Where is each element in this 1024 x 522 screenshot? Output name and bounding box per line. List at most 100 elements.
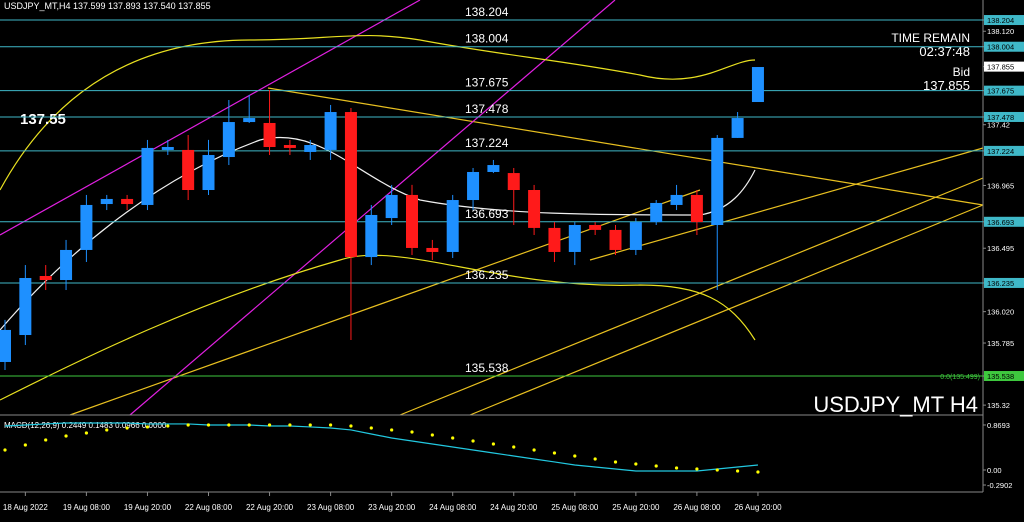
level-axis-label: 137.478 <box>987 113 1014 122</box>
candle-body <box>304 145 317 152</box>
candle-body <box>39 275 52 281</box>
macd-signal-dot <box>3 448 7 452</box>
candle-body <box>650 202 663 223</box>
macd-tick-label: 0.8693 <box>987 421 1010 430</box>
candle-body <box>528 190 541 228</box>
header: USDJPY_MT,H4 137.599 137.893 137.540 137… <box>4 1 211 11</box>
bid-axis-label: 137.855 <box>987 63 1014 72</box>
candle-body <box>344 112 357 258</box>
channel-line <box>129 0 616 416</box>
candle-body <box>263 122 276 148</box>
level-axis-box <box>984 85 1024 96</box>
macd-signal-dot <box>145 425 150 429</box>
macd-signal-dot <box>654 464 658 468</box>
candle-body <box>548 227 561 252</box>
level-label: 135.538 <box>465 361 509 375</box>
level-label: 136.235 <box>465 268 509 282</box>
y-tick-label: 136.020 <box>987 308 1014 317</box>
y-tick-label: 135.785 <box>987 339 1014 348</box>
candle-body <box>426 247 439 252</box>
level-label: 137.478 <box>465 102 509 116</box>
level-label: 138.204 <box>465 5 509 19</box>
candle-body <box>568 224 581 252</box>
price-label: 137.55 <box>20 111 66 128</box>
level-axis-label: 137.675 <box>987 87 1014 96</box>
macd-signal-dot <box>166 424 170 428</box>
y-tick-label: 136.495 <box>987 244 1014 253</box>
level-axis-box <box>984 145 1024 156</box>
candle-body <box>751 67 764 103</box>
macd-signal-dot <box>512 445 516 449</box>
candle-body <box>711 137 724 225</box>
candle-body <box>19 278 32 336</box>
x-tick-label: 18 Aug 2022 <box>3 503 48 512</box>
macd-tick-label: 0.00 <box>987 466 1002 475</box>
level-axis-label: 138.004 <box>987 43 1014 52</box>
trend-line <box>399 177 984 416</box>
macd-signal-dot <box>695 467 699 471</box>
y-tick-label: 138.120 <box>987 27 1014 36</box>
band-line <box>0 254 756 401</box>
macd-signal-dot <box>64 434 68 438</box>
candle-body <box>731 118 744 138</box>
level-axis-box <box>984 371 1024 382</box>
x-tick-label: 23 Aug 20:00 <box>368 503 416 512</box>
y-tick-label: 137.42 <box>987 121 1010 130</box>
symbol-label: USDJPY_MT H4 <box>813 392 978 417</box>
y-tick-label: 135.32 <box>987 401 1010 410</box>
candle-body <box>406 194 418 248</box>
candle-body <box>507 173 520 191</box>
macd-signal-dot <box>756 470 760 474</box>
macd-signal-dot <box>186 423 190 427</box>
candle-body <box>467 171 480 201</box>
macd-label: MACD(12,26,9) 0.2449 0.1483 0.0966 0.000… <box>4 421 167 430</box>
macd-tick-label: -0.2902 <box>987 481 1012 490</box>
candle-body <box>222 122 235 158</box>
macd-signal-dot <box>593 457 597 461</box>
candle-body <box>60 249 73 281</box>
macd-signal-dot <box>552 451 557 455</box>
level-label: 137.224 <box>465 136 509 150</box>
candle-body <box>487 165 500 172</box>
level-axis-box <box>984 216 1024 227</box>
x-tick-label: 19 Aug 20:00 <box>124 503 172 512</box>
macd-signal-dot <box>288 423 292 427</box>
x-tick-label: 25 Aug 08:00 <box>551 503 599 512</box>
macd-signal-dot <box>451 436 455 440</box>
candle-body <box>243 118 256 123</box>
macd-signal-dot <box>715 468 719 472</box>
candle-body <box>365 214 378 258</box>
macd-signal-dot <box>491 442 495 446</box>
bid: 137.855 <box>923 78 970 93</box>
macd-signal-dot <box>674 466 679 470</box>
candle-body <box>670 194 683 205</box>
candle-body <box>121 198 134 205</box>
macd-signal-dot <box>84 431 88 435</box>
level-label: 137.675 <box>465 76 509 90</box>
level-label: 138.004 <box>465 32 509 46</box>
x-tick-label: 25 Aug 20:00 <box>612 503 660 512</box>
candle-body <box>161 147 174 150</box>
macd-signal-dot <box>308 423 312 427</box>
timer: 02:37:48 <box>919 44 970 59</box>
candle-body <box>589 224 602 230</box>
candle-body <box>80 204 93 250</box>
x-tick-label: 24 Aug 20:00 <box>490 503 538 512</box>
level-axis-label: 137.224 <box>987 147 1014 156</box>
candle-body <box>141 147 154 205</box>
macd-signal-dot <box>369 426 373 430</box>
candle-body <box>100 198 113 205</box>
y-tick-label: 136.965 <box>987 181 1014 190</box>
macd-signal-dot <box>267 423 272 427</box>
x-tick-label: 22 Aug 20:00 <box>246 503 294 512</box>
candle-body <box>690 194 703 223</box>
level-axis-box <box>984 15 1024 26</box>
candle-body <box>202 155 215 191</box>
macd-signal-dot <box>23 443 27 447</box>
x-tick-label: 26 Aug 20:00 <box>734 503 782 512</box>
macd-signal-dot <box>410 430 414 434</box>
macd-signal-dot <box>247 423 251 427</box>
macd-signal-dot <box>206 423 211 427</box>
